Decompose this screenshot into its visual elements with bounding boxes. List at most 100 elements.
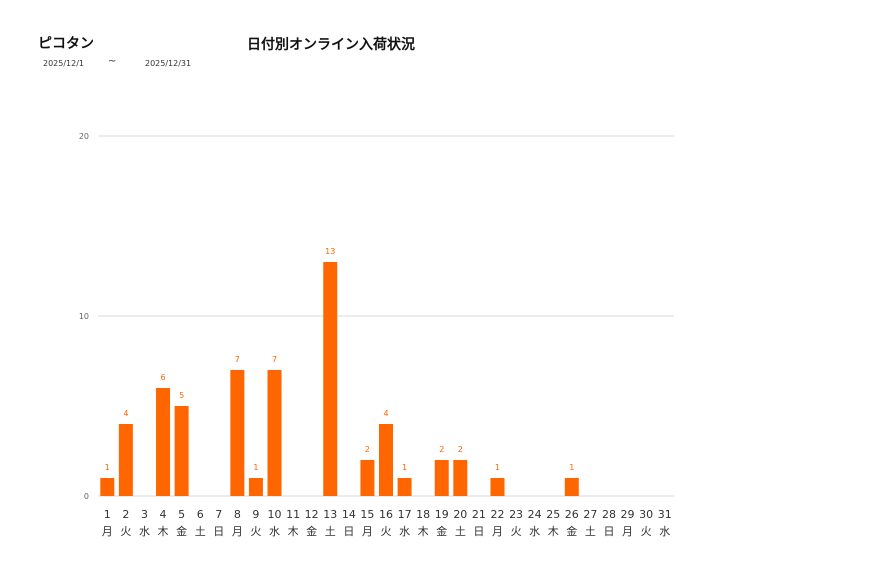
x-tick-label-day: 20 <box>453 508 467 521</box>
x-tick-label-weekday: 火 <box>250 525 261 538</box>
chart-title: 日付別オンライン入荷状況 <box>247 37 415 53</box>
x-tick-label-day: 3 <box>141 508 148 521</box>
bar <box>323 262 338 496</box>
bar <box>434 460 449 496</box>
x-tick-label-day: 21 <box>472 508 486 521</box>
x-tick-label-weekday: 月 <box>622 525 633 538</box>
x-tick-label-weekday: 日 <box>603 525 614 538</box>
x-tick-label-weekday: 日 <box>213 525 224 538</box>
x-tick-label-day: 31 <box>658 508 672 521</box>
x-tick-label-day: 10 <box>268 508 282 521</box>
x-tick-label-day: 11 <box>286 508 300 521</box>
x-tick-label-day: 7 <box>215 508 222 521</box>
date-to: 2025/12/31 <box>145 59 192 68</box>
data-label: 1 <box>105 463 110 472</box>
data-label: 2 <box>439 445 444 454</box>
x-tick-label-day: 15 <box>360 508 374 521</box>
data-label: 6 <box>160 373 165 382</box>
x-tick-label-day: 5 <box>178 508 185 521</box>
bar <box>100 478 115 496</box>
bar <box>248 478 263 496</box>
x-tick-label-weekday: 水 <box>139 525 150 538</box>
x-tick-label-weekday: 土 <box>585 525 596 538</box>
data-label: 2 <box>458 445 463 454</box>
data-label: 1 <box>569 463 574 472</box>
data-label: 7 <box>235 355 240 364</box>
x-tick-label-weekday: 金 <box>176 524 187 538</box>
data-label: 4 <box>123 409 128 418</box>
x-tick-label-weekday: 火 <box>641 525 652 538</box>
date-from: 2025/12/1 <box>43 59 85 68</box>
x-tick-label-weekday: 水 <box>529 525 540 538</box>
data-label: 7 <box>272 355 277 364</box>
x-tick-label-weekday: 木 <box>418 525 429 538</box>
x-tick-label-weekday: 金 <box>306 524 317 538</box>
x-tick-label-day: 12 <box>305 508 319 521</box>
x-tick-label-weekday: 木 <box>158 525 169 538</box>
data-label: 5 <box>179 391 184 400</box>
store-name: ピコタン <box>38 36 94 52</box>
x-tick-label-weekday: 月 <box>492 525 503 538</box>
x-tick-label-weekday: 水 <box>399 525 410 538</box>
data-label: 13 <box>325 247 335 256</box>
bar <box>156 388 171 496</box>
x-tick-label-day: 8 <box>234 508 241 521</box>
x-tick-label-day: 24 <box>528 508 542 521</box>
x-tick-label-day: 19 <box>435 508 449 521</box>
y-tick-label: 20 <box>79 132 89 141</box>
bar <box>360 460 375 496</box>
bar <box>564 478 579 496</box>
x-tick-label-weekday: 火 <box>511 525 522 538</box>
bar <box>379 424 393 496</box>
x-tick-label-weekday: 月 <box>102 525 113 538</box>
x-tick-label-weekday: 木 <box>288 525 299 538</box>
x-tick-label-day: 14 <box>342 508 356 521</box>
x-tick-label-day: 4 <box>160 508 167 521</box>
data-label: 2 <box>365 445 370 454</box>
x-tick-label-weekday: 火 <box>120 525 131 538</box>
x-tick-label-weekday: 木 <box>548 525 559 538</box>
x-tick-label-weekday: 水 <box>659 525 670 538</box>
x-tick-label-weekday: 月 <box>232 525 243 538</box>
x-tick-label-weekday: 月 <box>362 525 373 538</box>
bar <box>230 370 245 496</box>
x-tick-label-day: 1 <box>104 508 111 521</box>
bar <box>453 460 468 496</box>
x-tick-label-day: 13 <box>323 508 337 521</box>
bar <box>267 370 282 496</box>
x-tick-label-day: 27 <box>583 508 597 521</box>
x-tick-label-day: 28 <box>602 508 616 521</box>
x-tick-label-day: 30 <box>639 508 653 521</box>
data-label: 1 <box>402 463 407 472</box>
x-tick-label-day: 6 <box>197 508 204 521</box>
bar <box>174 406 189 496</box>
x-tick-label-weekday: 火 <box>381 525 392 538</box>
bar <box>490 478 505 496</box>
x-tick-label-weekday: 日 <box>473 525 484 538</box>
y-tick-label: 10 <box>79 312 89 321</box>
data-label: 4 <box>383 409 388 418</box>
x-tick-label-day: 17 <box>398 508 412 521</box>
x-tick-label-day: 2 <box>122 508 129 521</box>
date-separator: ~ <box>108 56 117 67</box>
x-tick-label-day: 22 <box>490 508 504 521</box>
x-tick-label-day: 23 <box>509 508 523 521</box>
x-tick-label-day: 29 <box>621 508 635 521</box>
y-tick-label: 0 <box>84 492 89 501</box>
x-tick-label-weekday: 土 <box>325 525 336 538</box>
x-tick-label-weekday: 土 <box>455 525 466 538</box>
bar <box>397 478 412 496</box>
x-tick-label-day: 26 <box>565 508 579 521</box>
x-tick-label-weekday: 水 <box>269 525 280 538</box>
x-tick-label-weekday: 日 <box>343 525 354 538</box>
data-label: 1 <box>253 463 258 472</box>
x-tick-label-weekday: 金 <box>436 524 447 538</box>
x-tick-label-day: 18 <box>416 508 430 521</box>
bar <box>118 424 133 496</box>
x-tick-label-day: 9 <box>252 508 259 521</box>
x-tick-label-weekday: 金 <box>566 524 577 538</box>
x-tick-label-day: 25 <box>546 508 560 521</box>
x-tick-label-day: 16 <box>379 508 393 521</box>
data-label: 1 <box>495 463 500 472</box>
